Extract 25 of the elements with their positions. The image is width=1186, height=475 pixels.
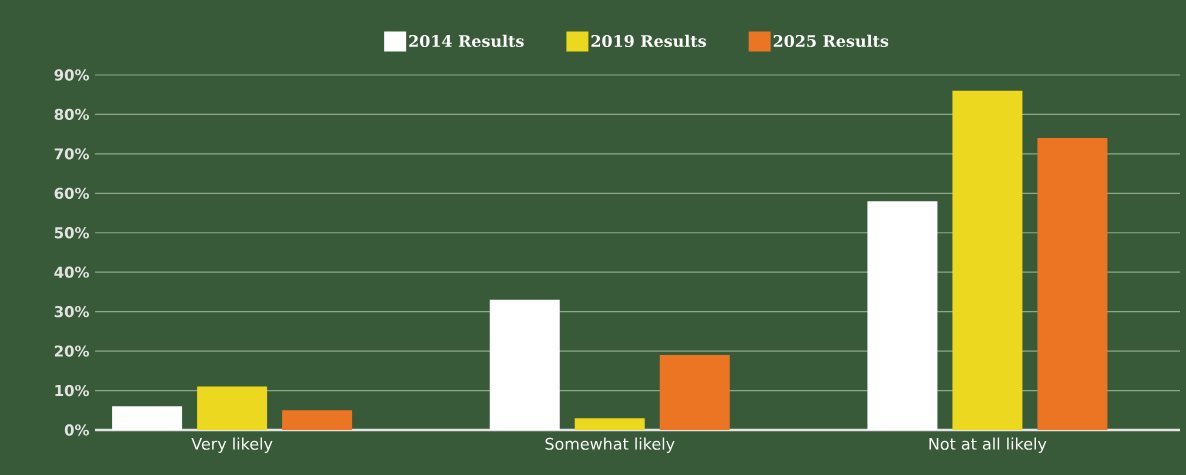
- y-tick-label: 10%: [55, 384, 90, 397]
- bar: [282, 410, 353, 430]
- y-tick-label: 30%: [54, 306, 90, 318]
- x-tick-label: Not at all likely: [929, 437, 1047, 453]
- bar: [867, 201, 938, 430]
- y-tick-label: 0%: [64, 424, 90, 436]
- y-tick-label: 60%: [54, 187, 90, 199]
- bar: [659, 355, 730, 430]
- bar: [574, 418, 645, 430]
- bar: [197, 386, 268, 430]
- y-tick-label: 80%: [54, 108, 90, 121]
- y-tick-label: 90%: [54, 69, 90, 81]
- bar: [952, 90, 1023, 430]
- y-tick-label: 50%: [54, 227, 90, 239]
- y-tick-label: 40%: [54, 266, 90, 278]
- x-tick-label: Very likely: [191, 437, 273, 453]
- bar: [1037, 138, 1108, 430]
- legend-label: 2019 Results: [591, 34, 706, 48]
- bar: [112, 406, 183, 430]
- y-tick-label: 20%: [54, 345, 90, 357]
- legend-label: 2014 Results: [409, 34, 524, 48]
- legend-label: 2025 Results: [773, 34, 889, 48]
- x-tick-label: Somewhat likely: [545, 437, 675, 453]
- bar: [489, 299, 560, 430]
- y-tick-label: 70%: [54, 148, 90, 160]
